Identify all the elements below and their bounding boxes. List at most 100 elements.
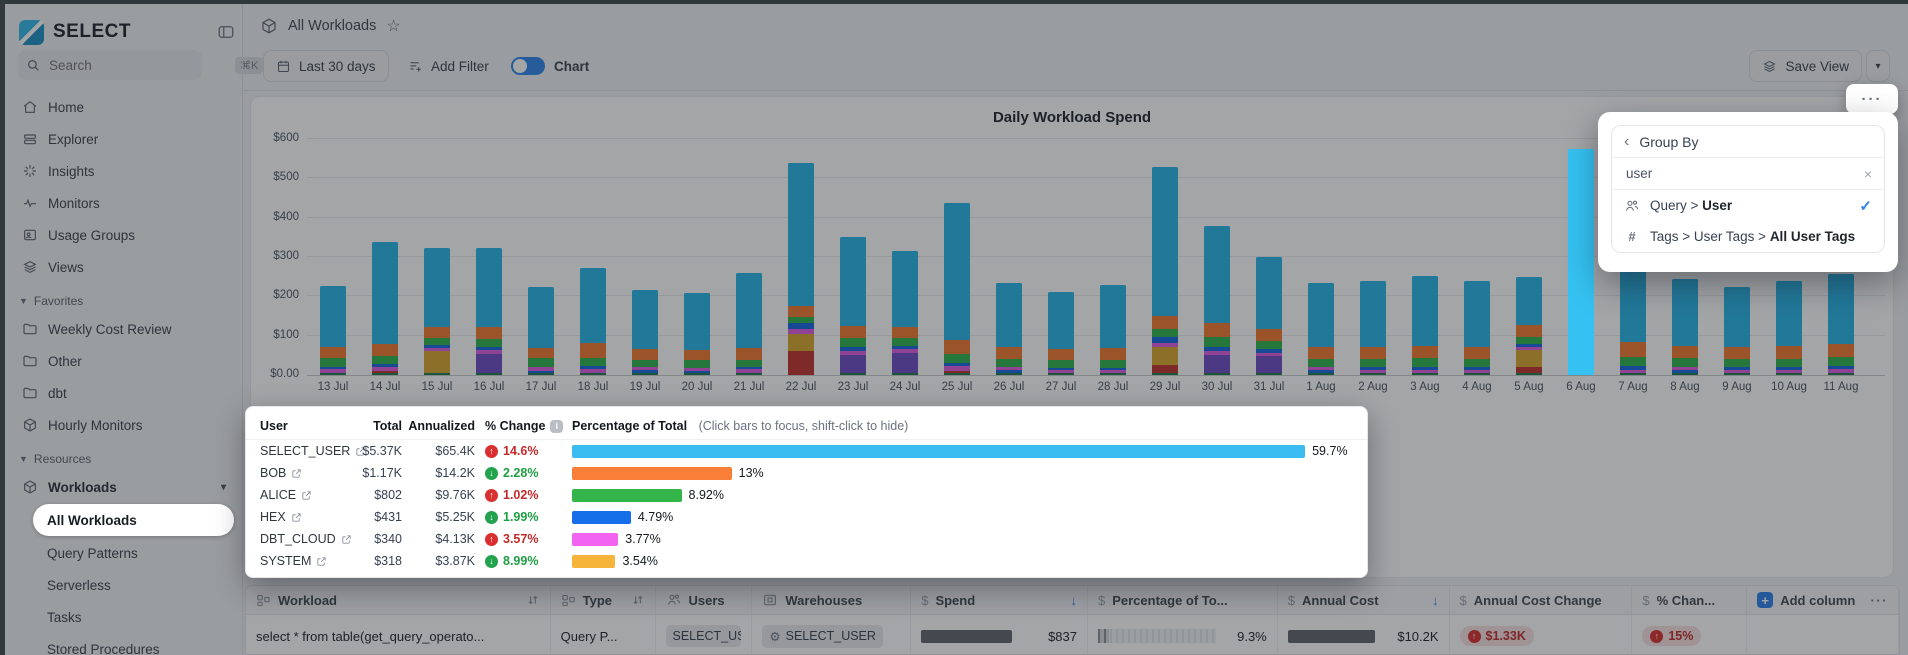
table-col-annual-cost-change[interactable]: $ Annual Cost Change: [1450, 586, 1633, 614]
chevron-left-icon[interactable]: ‹: [1624, 132, 1630, 150]
chart-bar-13-jul[interactable]: [320, 286, 346, 375]
sidebar-item-all-workloads[interactable]: All Workloads: [33, 504, 234, 536]
table-col-type[interactable]: Type: [551, 586, 656, 614]
table-row[interactable]: select * from table(get_query_operato...…: [246, 615, 1899, 654]
chart-bar-29-jul[interactable]: [1152, 166, 1178, 375]
sidebar-item-stored-procedures[interactable]: Stored Procedures: [33, 634, 234, 655]
chart-bar-25-jul[interactable]: [944, 202, 970, 375]
legend-pct-bar-cell[interactable]: 59.7%: [572, 444, 1353, 458]
chart-bar-31-jul[interactable]: [1256, 257, 1282, 375]
chart-bar-11-aug[interactable]: [1828, 273, 1854, 375]
date-range-button[interactable]: Last 30 days: [263, 50, 389, 82]
sidebar-item-explorer[interactable]: Explorer: [13, 124, 234, 154]
sidebar-item-monitors[interactable]: Monitors: [13, 188, 234, 218]
chart-bar-17-jul[interactable]: [528, 286, 554, 375]
legend-pct-bar-cell[interactable]: 4.79%: [572, 510, 1353, 524]
sidebar-item-hourly-monitors[interactable]: Hourly Monitors: [13, 410, 234, 440]
sort-icon[interactable]: [526, 593, 540, 607]
sidebar-item-query-patterns[interactable]: Query Patterns: [33, 538, 234, 568]
legend-pct-bar-cell[interactable]: 3.54%: [572, 554, 1353, 568]
table-col-workload[interactable]: Workload: [246, 586, 551, 614]
table-col-spend[interactable]: $ Spend ↓: [911, 586, 1088, 614]
sidebar-item-dbt[interactable]: dbt: [13, 378, 234, 408]
bar-segment-dbt_cloud: [788, 329, 814, 335]
table-col-annual-cost[interactable]: $ Annual Cost ↓: [1278, 586, 1450, 614]
sort-icon[interactable]: [631, 593, 645, 607]
chart-bar-24-jul[interactable]: [892, 250, 918, 375]
table-col--chan-[interactable]: $ % Chan...: [1632, 586, 1748, 614]
bar-segment-alice: [1204, 336, 1230, 347]
sidebar-item-serverless[interactable]: Serverless: [33, 570, 234, 600]
group-by-option-tags-user-tags-all-user-tags[interactable]: # Tags > User Tags > All User Tags: [1612, 221, 1884, 252]
chart-toggle[interactable]: [511, 57, 545, 75]
chart-bar-23-jul[interactable]: [840, 236, 866, 375]
sidebar-item-weekly-cost-review[interactable]: Weekly Cost Review: [13, 314, 234, 344]
chart-bar-20-jul[interactable]: [684, 292, 710, 375]
chart-bar-28-jul[interactable]: [1100, 284, 1126, 375]
legend-pct-bar-cell[interactable]: 3.77%: [572, 532, 1353, 546]
dollar-icon: $: [1459, 592, 1467, 608]
bar-segment-dbt_cloud: [1308, 366, 1334, 370]
legend-user-link[interactable]: HEX: [260, 510, 360, 524]
chart-bar-8-aug[interactable]: [1672, 279, 1698, 375]
group-by-option-query-user[interactable]: Query > User ✓: [1612, 190, 1884, 221]
chart-bar-16-jul[interactable]: [476, 247, 502, 375]
resources-section[interactable]: ▼ Resources: [19, 448, 234, 470]
bar-segment-hex: [684, 370, 710, 373]
chart-bar-14-jul[interactable]: [372, 242, 398, 375]
sidebar-item-workloads[interactable]: Workloads ▾: [13, 472, 234, 502]
legend-user-link[interactable]: SELECT_USER: [260, 444, 365, 458]
collapse-sidebar-icon[interactable]: [217, 23, 235, 41]
chart-bar-4-aug[interactable]: [1464, 281, 1490, 375]
chart-bar-2-aug[interactable]: [1360, 281, 1386, 375]
sort-desc-icon[interactable]: ↓: [1070, 592, 1077, 608]
table-col-percentage-of-to-[interactable]: $ Percentage of To...: [1088, 586, 1278, 614]
legend-user-link[interactable]: BOB: [260, 466, 360, 480]
table-col-warehouses[interactable]: Warehouses: [752, 586, 912, 614]
chart-bar-22-jul[interactable]: [788, 163, 814, 375]
chart-bar-27-jul[interactable]: [1048, 291, 1074, 375]
chart-bar-10-aug[interactable]: [1776, 281, 1802, 375]
chart-bar-3-aug[interactable]: [1412, 275, 1438, 375]
legend-user-link[interactable]: ALICE: [260, 488, 360, 502]
chart-bar-5-aug[interactable]: [1516, 277, 1542, 375]
table-col-add-column[interactable]: + Add column ···: [1747, 586, 1899, 614]
close-icon[interactable]: ×: [1863, 165, 1872, 182]
favorites-section[interactable]: ▼ Favorites: [19, 290, 234, 312]
sidebar-item-other[interactable]: Other: [13, 346, 234, 376]
add-filter-button[interactable]: Add Filter: [395, 50, 502, 82]
sidebar-item-views[interactable]: Views: [13, 252, 234, 282]
chart-bar-26-jul[interactable]: [996, 283, 1022, 375]
chart-bar-6-aug[interactable]: [1568, 148, 1594, 375]
legend-user-link[interactable]: DBT_CLOUD: [260, 532, 360, 546]
chart-bar-30-jul[interactable]: [1204, 225, 1230, 375]
sidebar-item-tasks[interactable]: Tasks: [33, 602, 234, 632]
chart-bar-19-jul[interactable]: [632, 290, 658, 375]
save-view-button[interactable]: Save View: [1749, 50, 1862, 82]
legend-pct-bar-cell[interactable]: 8.92%: [572, 488, 1353, 502]
sort-desc-icon[interactable]: ↓: [1432, 592, 1439, 608]
sidebar-item-insights[interactable]: Insights: [13, 156, 234, 186]
chart-more-options-button[interactable]: ···: [1846, 84, 1898, 114]
chart-bar-18-jul[interactable]: [580, 267, 606, 375]
bar-segment-alice: [1776, 358, 1802, 367]
table-col-users[interactable]: Users: [656, 586, 753, 614]
legend-pct-bar-cell[interactable]: 13%: [572, 466, 1353, 480]
chart-bar-1-aug[interactable]: [1308, 283, 1334, 375]
search-input[interactable]: [47, 56, 228, 74]
bar-segment-dbt_cloud: [1516, 347, 1542, 351]
chart-bar-9-aug[interactable]: [1724, 287, 1750, 375]
favorite-star-icon[interactable]: ☆: [386, 18, 401, 35]
bar-segment-alice: [476, 339, 502, 348]
legend-user-link[interactable]: SYSTEM: [260, 554, 360, 568]
sidebar-item-usage-groups[interactable]: Usage Groups: [13, 220, 234, 250]
group-by-search[interactable]: ×: [1612, 157, 1884, 190]
sidebar-item-home[interactable]: Home: [13, 92, 234, 122]
chart-bar-21-jul[interactable]: [736, 273, 762, 375]
chevron-down-icon: ▾: [1875, 60, 1881, 72]
chart-bar-15-jul[interactable]: [424, 248, 450, 375]
legend-annualized: $9.76K: [435, 488, 475, 502]
table-options-icon[interactable]: ···: [1870, 592, 1889, 608]
group-by-search-input[interactable]: [1624, 165, 1854, 182]
save-view-caret-button[interactable]: ▾: [1866, 50, 1890, 82]
